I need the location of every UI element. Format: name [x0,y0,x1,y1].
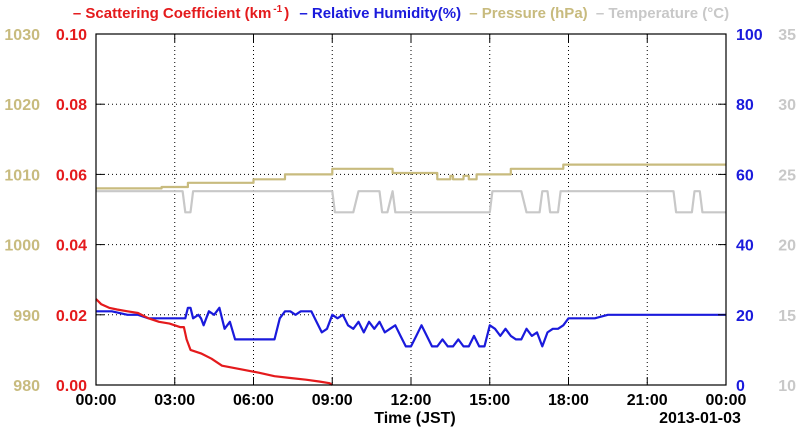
scattering-tick-label: 0.02 [56,308,87,325]
pressure-tick-label: 1030 [4,27,40,44]
temperature-tick-label: 35 [778,27,796,44]
x-axis-label: Time (JST) [374,410,456,427]
temperature-tick-label: 10 [778,378,796,395]
x-tick-label: 09:00 [312,392,353,409]
x-tick-label: 06:00 [233,392,274,409]
humidity-tick-label: 0 [736,378,745,395]
legend-scattering: – Scattering Coefficient (km -1) [72,4,290,22]
pressure-tick-label: 980 [13,378,40,395]
series-lines [95,163,726,386]
legend: – Scattering Coefficient (km -1) – Relati… [0,4,800,22]
scattering-tick-label: 0.08 [56,97,87,114]
scattering-tick-label: 0.06 [56,167,87,184]
x-tick-label: 12:00 [391,392,432,409]
legend-temperature: – Temperature (°C) [595,5,730,22]
temperature-tick-label: 20 [778,238,796,255]
humidity-tick-label: 40 [736,238,754,255]
pressure-tick-label: 1020 [4,97,40,114]
x-tick-label: 21:00 [627,392,668,409]
legend-humidity: – Relative Humidity(%) [299,5,462,22]
pressure-tick-label: 1010 [4,167,40,184]
humidity-tick-label: 80 [736,97,754,114]
temperature-tick-label: 30 [778,97,796,114]
scattering-tick-label: 0.04 [56,238,87,255]
humidity-tick-label: 100 [736,27,763,44]
x-tick-label: 00:00 [706,392,747,409]
temperature-series-line [96,190,726,214]
pressure-tick-label: 1000 [4,238,40,255]
x-tick-label: 15:00 [469,392,510,409]
axis-ticks: 00:00 03:00 06:00 09:00 12:00 15:00 18:00 21:00… [4,27,796,409]
scattering-series-line [95,298,333,386]
x-tick-label: 18:00 [548,392,589,409]
pressure-tick-label: 990 [13,308,40,325]
humidity-series-line [96,306,726,348]
humidity-tick-label: 60 [736,167,754,184]
scattering-tick-label: 0.10 [56,27,87,44]
x-tick-label: 03:00 [154,392,195,409]
pressure-series-line [96,163,726,190]
temperature-tick-label: 25 [778,167,796,184]
date-label: 2013-01-03 [659,410,741,427]
scattering-tick-label: 0.00 [56,378,87,395]
x-tick-label: 00:00 [76,392,117,409]
legend-pressure: – Pressure (hPa) [469,5,588,22]
temperature-tick-label: 15 [778,308,796,325]
humidity-tick-label: 20 [736,308,754,325]
